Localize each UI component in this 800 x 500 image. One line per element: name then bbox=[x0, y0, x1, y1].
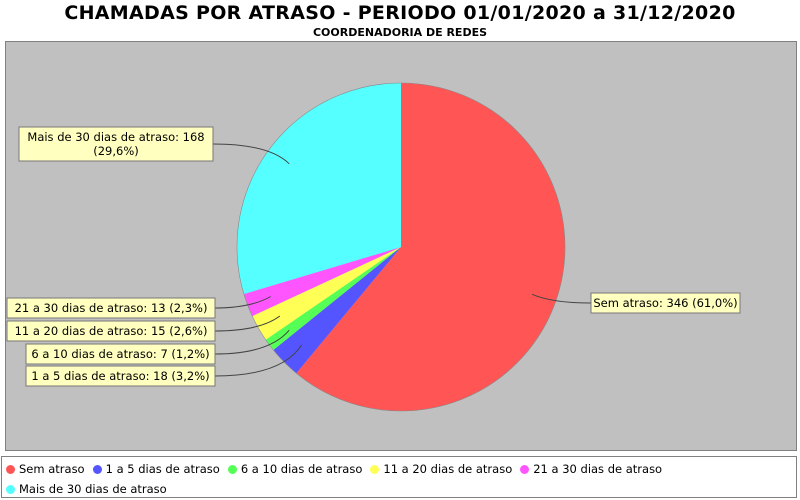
pie-slice-1-a-5-dias-de-atraso bbox=[273, 247, 401, 374]
label-text: (29,6%) bbox=[93, 144, 139, 158]
legend-item-21-a-30-dias-de-atraso: 21 a 30 dias de atraso bbox=[520, 459, 662, 479]
legend-label: 11 a 20 dias de atraso bbox=[383, 462, 513, 476]
legend-label: 1 a 5 dias de atraso bbox=[105, 462, 220, 476]
legend: Sem atraso 1 a 5 dias de atraso 6 a 10 dia… bbox=[1, 456, 797, 498]
slice-label-21-a-30-dias-de-atraso: 21 a 30 dias de atraso: 13 (2,3%) bbox=[6, 297, 216, 319]
label-leaders bbox=[212, 143, 592, 377]
legend-item-11-a-20-dias-de-atraso: 11 a 20 dias de atraso bbox=[370, 459, 512, 479]
legend-item-mais-de-30-dias-de-atraso: Mais de 30 dias de atraso bbox=[6, 479, 167, 499]
legend-swatch bbox=[370, 465, 380, 474]
label-text: 11 a 20 dias de atraso: 15 (2,6%) bbox=[15, 324, 208, 338]
leader-line-6-a-10-dias-de-atraso bbox=[214, 329, 290, 355]
slice-labels: Sem atraso: 346 (61,0%) 1 a 5 dias de atr… bbox=[6, 126, 741, 387]
slice-label-6-a-10-dias-de-atraso: 6 a 10 dias de atraso: 7 (1,2%) bbox=[25, 343, 216, 365]
legend-swatch bbox=[227, 465, 237, 474]
legend-item-6-a-10-dias-de-atraso: 6 a 10 dias de atraso bbox=[227, 459, 363, 479]
label-text: Mais de 30 dias de atraso: 168 bbox=[27, 130, 204, 144]
slice-label-sem-atraso: Sem atraso: 346 (61,0%) bbox=[590, 292, 741, 314]
leader-line-1-a-5-dias-de-atraso bbox=[214, 344, 303, 377]
label-text: 6 a 10 dias de atraso: 7 (1,2%) bbox=[31, 347, 209, 361]
pie-chart: Sem atraso: 346 (61,0%) 1 a 5 dias de atr… bbox=[6, 82, 741, 412]
leader-line-11-a-20-dias-de-atraso bbox=[214, 315, 281, 332]
slice-label-mais-de-30-dias-de-atraso: Mais de 30 dias de atraso: 168(29,6%) bbox=[18, 126, 214, 162]
legend-swatch bbox=[6, 485, 15, 494]
label-box bbox=[25, 365, 216, 387]
label-box bbox=[6, 297, 216, 319]
leader-line-21-a-30-dias-de-atraso bbox=[214, 296, 271, 309]
legend-swatch bbox=[520, 465, 530, 474]
pie-slice-mais-de-30-dias-de-atraso bbox=[236, 83, 401, 295]
label-text: 1 a 5 dias de atraso: 18 (3,2%) bbox=[31, 369, 209, 383]
legend-swatch bbox=[6, 465, 15, 474]
slice-label-11-a-20-dias-de-atraso: 11 a 20 dias de atraso: 15 (2,6%) bbox=[6, 320, 216, 342]
legend-label: Mais de 30 dias de atraso bbox=[19, 482, 167, 496]
label-box bbox=[590, 292, 741, 314]
legend-label: 6 a 10 dias de atraso bbox=[240, 462, 363, 476]
pie-slices bbox=[236, 83, 566, 411]
label-box bbox=[25, 343, 216, 365]
chart-subtitle: COORDENADORIA DE REDES bbox=[312, 26, 488, 39]
legend-label: 21 a 30 dias de atraso bbox=[533, 462, 663, 476]
pie-slice-21-a-30-dias-de-atraso bbox=[243, 247, 401, 317]
pie-slice-6-a-10-dias-de-atraso bbox=[265, 247, 401, 350]
plot-area: Sem atraso: 346 (61,0%) 1 a 5 dias de atr… bbox=[5, 41, 797, 451]
pie-outline bbox=[236, 82, 566, 412]
legend-swatch bbox=[92, 465, 102, 474]
chart-title: CHAMADAS POR ATRASO - PERIODO 01/01/2020… bbox=[64, 2, 736, 24]
label-text: 21 a 30 dias de atraso: 13 (2,3%) bbox=[15, 301, 208, 315]
legend-item-1-a-5-dias-de-atraso: 1 a 5 dias de atraso bbox=[92, 459, 220, 479]
slice-label-1-a-5-dias-de-atraso: 1 a 5 dias de atraso: 18 (3,2%) bbox=[25, 365, 216, 387]
leader-line-mais-de-30-dias-de-atraso bbox=[212, 143, 290, 165]
legend-label: Sem atraso bbox=[19, 462, 85, 476]
legend-item-sem-atraso: Sem atraso bbox=[6, 459, 85, 479]
label-box bbox=[6, 320, 216, 342]
label-text: Sem atraso: 346 (61,0%) bbox=[593, 296, 737, 310]
pie-slice-11-a-20-dias-de-atraso bbox=[252, 247, 401, 340]
label-box bbox=[18, 126, 214, 162]
leader-line-sem-atraso bbox=[531, 293, 592, 304]
pie-slice-sem-atraso bbox=[296, 83, 566, 411]
